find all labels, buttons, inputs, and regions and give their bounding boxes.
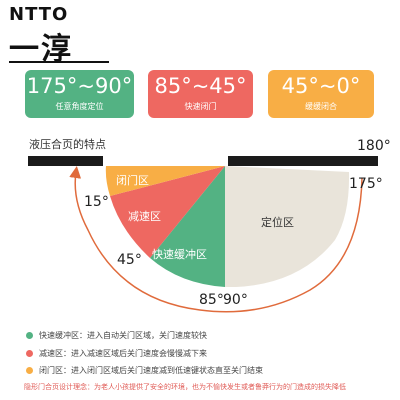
zone-label-closing: 闭门区 [116, 174, 149, 187]
legend-text: 闭门区：进入闭门区域后关门速度减到低速键状态直至关门结束 [39, 366, 263, 375]
legend-item-slowdown: 减速区：进入减速区域后关门速度会慢慢减下来 [26, 348, 207, 360]
angle-90: 90° [223, 292, 248, 308]
footer-note: 隐形门合页设计理念：为老人小孩提供了安全的环境，也为不愉快发生或者鲁莽行为的门造… [24, 383, 346, 391]
card-fast-close-range: 85°~45° 快速闭门 [148, 70, 253, 118]
card-desc: 任意角度定位 [55, 102, 104, 111]
legend-item-fast-buffer: 快速缓冲区：进入自动关门区域，关门速度较快 [26, 330, 207, 342]
right-wall-bar [228, 156, 378, 166]
card-slow-close-range: 45°~0° 缓缓闭合 [268, 70, 374, 118]
card-angle: 45°~0° [281, 74, 361, 98]
zone-label-fast-buffer: 快速缓冲区 [152, 248, 207, 261]
zone-label-slowdown: 减速区 [128, 210, 161, 223]
card-positioning-range: 175°~90° 任意角度定位 [25, 70, 134, 118]
zone-slowdown [110, 166, 225, 258]
zone-fast-buffer [150, 166, 225, 287]
legend-dot [26, 350, 33, 357]
angle-175: 175° [349, 176, 383, 192]
legend-dot [26, 367, 33, 374]
card-desc: 快速闭门 [184, 102, 217, 111]
card-angle: 175°~90° [26, 74, 133, 98]
zone-closing [105, 166, 225, 196]
closing-direction-arrow [69, 166, 363, 313]
brand-logo: NTTO [9, 4, 69, 25]
legend-dot [26, 332, 33, 339]
legend-text: 减速区：进入减速区域后关门速度会慢慢减下来 [39, 349, 207, 358]
card-desc: 缓缓闭合 [305, 102, 337, 111]
angle-85: 85° [199, 292, 224, 308]
angle-45: 45° [117, 252, 142, 268]
legend-item-closing: 闭门区：进入闭门区域后关门速度减到低速键状态直至关门结束 [26, 365, 263, 377]
section-title: 液压合页的特点 [29, 138, 106, 151]
legend-text: 快速缓冲区：进入自动关门区域，关门速度较快 [39, 331, 207, 340]
brand-underline [9, 61, 109, 63]
left-wall-bar [28, 156, 103, 166]
zone-label-positioning: 定位区 [261, 216, 294, 229]
angle-180: 180° [357, 138, 391, 154]
card-angle: 85°~45° [154, 74, 247, 98]
angle-15: 15° [84, 194, 109, 210]
brand-header: NTTO 一淳 [9, 4, 129, 67]
zone-positioning [225, 166, 350, 287]
